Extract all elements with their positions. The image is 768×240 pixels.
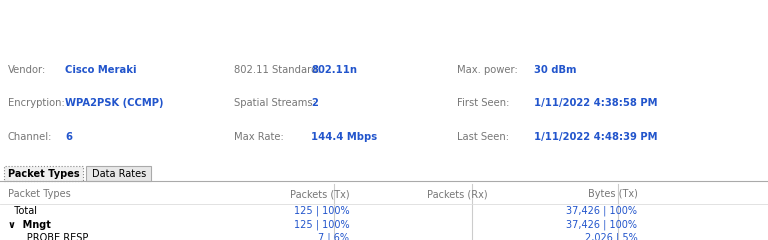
- Text: 125 | 100%: 125 | 100%: [294, 219, 349, 230]
- Text: AP: AP: [17, 12, 63, 42]
- FancyBboxPatch shape: [4, 166, 83, 181]
- Text: Packet Types: Packet Types: [8, 189, 71, 199]
- Text: Data Rates: Data Rates: [91, 168, 146, 179]
- Text: Max Rate:: Max Rate:: [234, 132, 284, 142]
- Text: Max. power:: Max. power:: [457, 65, 518, 75]
- Text: SSID : SSID1 (other SSIDs of the same AP: SSID2, SSID3, SSID4): SSID : SSID1 (other SSIDs of the same AP…: [50, 9, 472, 22]
- Text: 125 | 100%: 125 | 100%: [294, 206, 349, 216]
- Text: 2,026 | 5%: 2,026 | 5%: [584, 233, 637, 240]
- Text: 7 | 6%: 7 | 6%: [319, 233, 349, 240]
- Text: Last Seen:: Last Seen:: [457, 132, 509, 142]
- Text: Encryption:: Encryption:: [8, 98, 65, 108]
- Text: Packet Types: Packet Types: [8, 168, 79, 179]
- Text: 30 dBm: 30 dBm: [534, 65, 576, 75]
- Text: 37,426 | 100%: 37,426 | 100%: [567, 219, 637, 230]
- FancyBboxPatch shape: [86, 166, 151, 181]
- Text: 802.11n: 802.11n: [311, 65, 357, 75]
- Text: Bytes (Tx): Bytes (Tx): [588, 189, 637, 199]
- Text: Total: Total: [8, 206, 37, 216]
- Text: First Seen:: First Seen:: [457, 98, 509, 108]
- Text: Vendor:: Vendor:: [8, 65, 46, 75]
- Text: Spatial Streams:: Spatial Streams:: [234, 98, 316, 108]
- Text: Channel:: Channel:: [8, 132, 52, 142]
- Text: WPA2PSK (CCMP): WPA2PSK (CCMP): [65, 98, 164, 108]
- Text: Cisco Meraki: Cisco Meraki: [65, 65, 137, 75]
- Text: 802.11 Standard:: 802.11 Standard:: [234, 65, 321, 75]
- Text: 6: 6: [65, 132, 72, 142]
- Text: Packets (Rx): Packets (Rx): [427, 189, 488, 199]
- Text: Packets (Tx): Packets (Tx): [290, 189, 349, 199]
- Text: 1/11/2022 4:48:39 PM: 1/11/2022 4:48:39 PM: [534, 132, 657, 142]
- Text: PROBE RESP.: PROBE RESP.: [8, 233, 90, 240]
- Text: 2: 2: [311, 98, 318, 108]
- Text: 1/11/2022 4:38:58 PM: 1/11/2022 4:38:58 PM: [534, 98, 657, 108]
- Text: MAC : E0:CB:BC:B7:57:48: MAC : E0:CB:BC:B7:57:48: [50, 33, 219, 47]
- Text: 144.4 Mbps: 144.4 Mbps: [311, 132, 377, 142]
- Text: ∨  Mngt: ∨ Mngt: [8, 220, 51, 230]
- Text: 37,426 | 100%: 37,426 | 100%: [567, 206, 637, 216]
